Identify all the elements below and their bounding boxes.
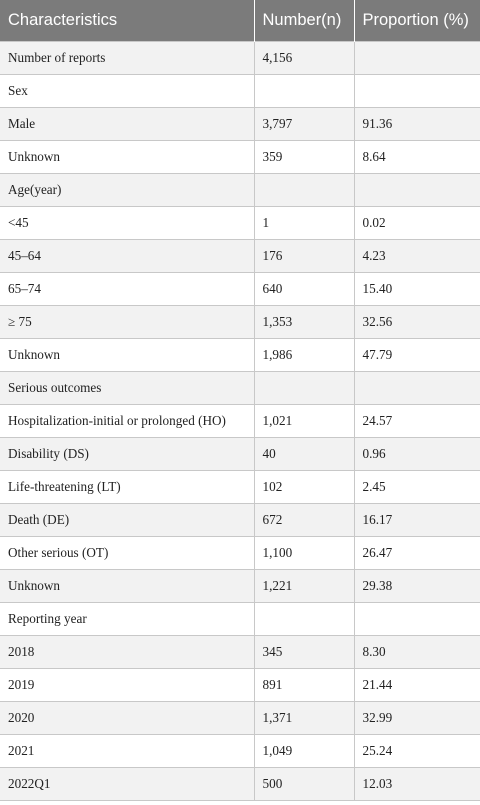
proportion-cell: 2.45: [353, 469, 480, 504]
number-cell: 1,353: [253, 304, 355, 339]
proportion-cell: [353, 40, 480, 75]
number-cell: 1,049: [253, 733, 355, 768]
table-body: Number of reports 4,156 Sex Male 3,797 91.36 U…: [0, 40, 480, 801]
characteristic-cell: Unknown: [0, 568, 255, 603]
number-cell: 500: [253, 766, 355, 801]
table-row: Life-threatening (LT) 102 2.45: [0, 469, 480, 504]
proportion-cell: [353, 73, 480, 108]
proportion-cell: 0.96: [353, 436, 480, 471]
proportion-cell: [353, 370, 480, 405]
proportion-cell: 21.44: [353, 667, 480, 702]
characteristic-cell: Unknown: [0, 139, 255, 174]
table-row: 2022Q1 500 12.03: [0, 766, 480, 801]
proportion-cell: 29.38: [353, 568, 480, 603]
number-cell: [253, 370, 355, 405]
header-characteristics: Characteristics: [0, 0, 255, 41]
number-cell: 345: [253, 634, 355, 669]
number-cell: 40: [253, 436, 355, 471]
proportion-cell: 32.56: [353, 304, 480, 339]
proportion-cell: 26.47: [353, 535, 480, 570]
proportion-cell: 16.17: [353, 502, 480, 537]
characteristic-cell: 45–64: [0, 238, 255, 273]
number-cell: 4,156: [253, 40, 355, 75]
table-row: Disability (DS) 40 0.96: [0, 436, 480, 471]
header-row: Characteristics Number(n) Proportion (%): [0, 0, 480, 41]
number-cell: 1,021: [253, 403, 355, 438]
number-cell: [253, 601, 355, 636]
table-row: Other serious (OT) 1,100 26.47: [0, 535, 480, 570]
number-cell: 891: [253, 667, 355, 702]
header-number: Number(n): [254, 0, 355, 41]
characteristic-cell: Sex: [0, 73, 255, 108]
proportion-cell: 15.40: [353, 271, 480, 306]
table-row: Age(year): [0, 172, 480, 207]
table-row: 65–74 640 15.40: [0, 271, 480, 306]
characteristic-cell: Disability (DS): [0, 436, 255, 471]
characteristic-cell: 2022Q1: [0, 766, 255, 801]
proportion-cell: 91.36: [353, 106, 480, 141]
table-row: Unknown 1,221 29.38: [0, 568, 480, 603]
proportion-cell: 47.79: [353, 337, 480, 372]
table-row: Sex: [0, 73, 480, 108]
characteristic-cell: Life-threatening (LT): [0, 469, 255, 504]
proportion-cell: [353, 601, 480, 636]
characteristic-cell: Number of reports: [0, 40, 255, 75]
characteristic-cell: <45: [0, 205, 255, 240]
number-cell: 672: [253, 502, 355, 537]
table-row: Hospitalization-initial or prolonged (HO…: [0, 403, 480, 438]
proportion-cell: 4.23: [353, 238, 480, 273]
characteristic-cell: Hospitalization-initial or prolonged (HO…: [0, 403, 255, 438]
table-row: 2019 891 21.44: [0, 667, 480, 702]
table-row: 2021 1,049 25.24: [0, 733, 480, 768]
number-cell: [253, 73, 355, 108]
table-row: 2020 1,371 32.99: [0, 700, 480, 735]
table-header: Characteristics Number(n) Proportion (%): [0, 0, 480, 41]
characteristic-cell: 2018: [0, 634, 255, 669]
proportion-cell: 0.02: [353, 205, 480, 240]
proportion-cell: 8.30: [353, 634, 480, 669]
number-cell: [253, 172, 355, 207]
proportion-cell: [353, 172, 480, 207]
characteristic-cell: 2019: [0, 667, 255, 702]
table-row: Reporting year: [0, 601, 480, 636]
number-cell: 640: [253, 271, 355, 306]
table-row: Serious outcomes: [0, 370, 480, 405]
characteristic-cell: 2020: [0, 700, 255, 735]
number-cell: 1,100: [253, 535, 355, 570]
characteristic-cell: 2021: [0, 733, 255, 768]
proportion-cell: 12.03: [353, 766, 480, 801]
table-row: Unknown 359 8.64: [0, 139, 480, 174]
table-row: Male 3,797 91.36: [0, 106, 480, 141]
proportion-cell: 8.64: [353, 139, 480, 174]
characteristic-cell: Reporting year: [0, 601, 255, 636]
number-cell: 1: [253, 205, 355, 240]
characteristic-cell: Other serious (OT): [0, 535, 255, 570]
proportion-cell: 25.24: [353, 733, 480, 768]
characteristic-cell: 65–74: [0, 271, 255, 306]
number-cell: 3,797: [253, 106, 355, 141]
proportion-cell: 32.99: [353, 700, 480, 735]
characteristic-cell: Male: [0, 106, 255, 141]
table-row: 2018 345 8.30: [0, 634, 480, 669]
number-cell: 1,371: [253, 700, 355, 735]
number-cell: 1,986: [253, 337, 355, 372]
characteristic-cell: Serious outcomes: [0, 370, 255, 405]
number-cell: 1,221: [253, 568, 355, 603]
table-row: ≥ 75 1,353 32.56: [0, 304, 480, 339]
table-row: Death (DE) 672 16.17: [0, 502, 480, 537]
header-proportion: Proportion (%): [354, 0, 480, 41]
table-row: Number of reports 4,156: [0, 40, 480, 75]
table-row: <45 1 0.02: [0, 205, 480, 240]
characteristic-cell: Unknown: [0, 337, 255, 372]
proportion-cell: 24.57: [353, 403, 480, 438]
number-cell: 359: [253, 139, 355, 174]
characteristic-cell: Age(year): [0, 172, 255, 207]
table-row: Unknown 1,986 47.79: [0, 337, 480, 372]
characteristic-cell: ≥ 75: [0, 304, 255, 339]
number-cell: 176: [253, 238, 355, 273]
characteristic-cell: Death (DE): [0, 502, 255, 537]
table-row: 45–64 176 4.23: [0, 238, 480, 273]
number-cell: 102: [253, 469, 355, 504]
